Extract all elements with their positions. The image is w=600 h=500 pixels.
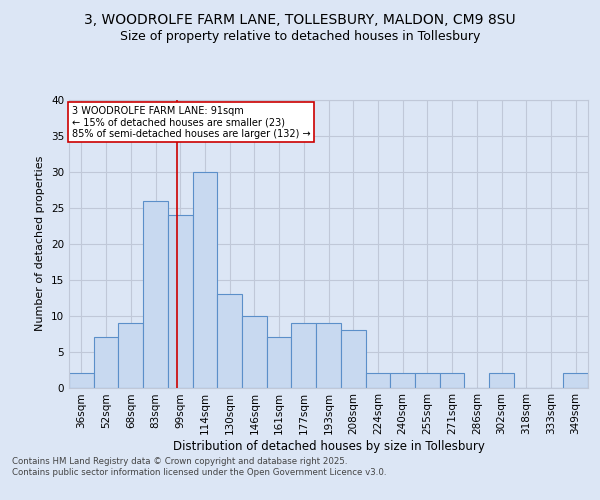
Bar <box>365 373 390 388</box>
Bar <box>168 215 193 388</box>
Bar <box>193 172 217 388</box>
Text: Contains HM Land Registry data © Crown copyright and database right 2025.
Contai: Contains HM Land Registry data © Crown c… <box>12 458 386 477</box>
Bar <box>118 323 143 388</box>
Bar <box>341 330 365 388</box>
Y-axis label: Number of detached properties: Number of detached properties <box>35 156 46 332</box>
Bar <box>94 337 118 388</box>
Bar <box>563 373 588 388</box>
Bar <box>69 373 94 388</box>
Text: Size of property relative to detached houses in Tollesbury: Size of property relative to detached ho… <box>120 30 480 43</box>
Bar <box>390 373 415 388</box>
Bar <box>316 323 341 388</box>
Bar <box>440 373 464 388</box>
Bar <box>292 323 316 388</box>
Bar <box>415 373 440 388</box>
Text: 3 WOODROLFE FARM LANE: 91sqm
← 15% of detached houses are smaller (23)
85% of se: 3 WOODROLFE FARM LANE: 91sqm ← 15% of de… <box>71 106 310 139</box>
Bar <box>217 294 242 388</box>
Bar <box>143 200 168 388</box>
Bar <box>242 316 267 388</box>
Bar <box>267 337 292 388</box>
X-axis label: Distribution of detached houses by size in Tollesbury: Distribution of detached houses by size … <box>173 440 484 453</box>
Text: 3, WOODROLFE FARM LANE, TOLLESBURY, MALDON, CM9 8SU: 3, WOODROLFE FARM LANE, TOLLESBURY, MALD… <box>84 12 516 26</box>
Bar <box>489 373 514 388</box>
